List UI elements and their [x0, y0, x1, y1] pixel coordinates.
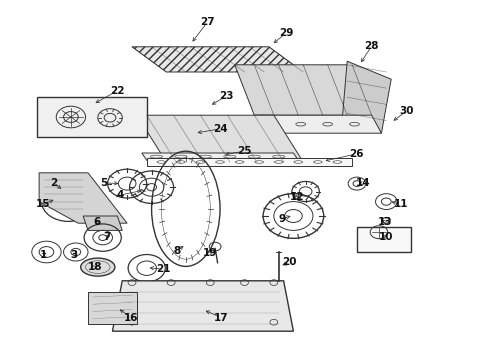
- Polygon shape: [234, 65, 371, 115]
- Text: 28: 28: [364, 41, 378, 51]
- Text: 13: 13: [377, 217, 392, 228]
- Polygon shape: [112, 281, 293, 331]
- Polygon shape: [88, 292, 137, 324]
- Text: 15: 15: [36, 199, 50, 210]
- Text: 18: 18: [87, 262, 102, 272]
- Text: 26: 26: [348, 149, 363, 159]
- Polygon shape: [83, 216, 122, 230]
- Polygon shape: [254, 115, 381, 133]
- Text: 16: 16: [123, 312, 138, 323]
- Polygon shape: [146, 158, 351, 166]
- Text: 1: 1: [40, 250, 46, 260]
- Text: 11: 11: [393, 199, 407, 210]
- Text: 3: 3: [71, 250, 78, 260]
- Text: 29: 29: [278, 28, 293, 38]
- Text: 10: 10: [378, 232, 393, 242]
- Bar: [356, 227, 410, 252]
- Text: 27: 27: [200, 17, 215, 27]
- Text: 17: 17: [213, 312, 228, 323]
- Text: 5: 5: [100, 178, 107, 188]
- Text: 7: 7: [102, 232, 110, 242]
- Polygon shape: [132, 47, 303, 72]
- Text: 4: 4: [116, 190, 123, 200]
- Text: 8: 8: [173, 246, 180, 256]
- Text: 22: 22: [110, 86, 124, 96]
- Text: 24: 24: [212, 124, 227, 134]
- Text: 19: 19: [203, 248, 217, 258]
- Polygon shape: [137, 115, 303, 162]
- Polygon shape: [142, 153, 298, 160]
- Text: 23: 23: [218, 91, 233, 101]
- Ellipse shape: [81, 258, 115, 276]
- Polygon shape: [342, 61, 390, 133]
- Text: 6: 6: [93, 217, 100, 228]
- Text: 30: 30: [399, 106, 413, 116]
- Text: 21: 21: [156, 264, 171, 274]
- Text: 2: 2: [50, 178, 57, 188]
- Text: 25: 25: [237, 146, 251, 156]
- Text: 12: 12: [289, 192, 304, 202]
- Text: 9: 9: [278, 214, 285, 224]
- Polygon shape: [39, 173, 127, 223]
- Bar: [37, 97, 146, 137]
- Text: 20: 20: [282, 257, 296, 267]
- Text: 14: 14: [355, 178, 369, 188]
